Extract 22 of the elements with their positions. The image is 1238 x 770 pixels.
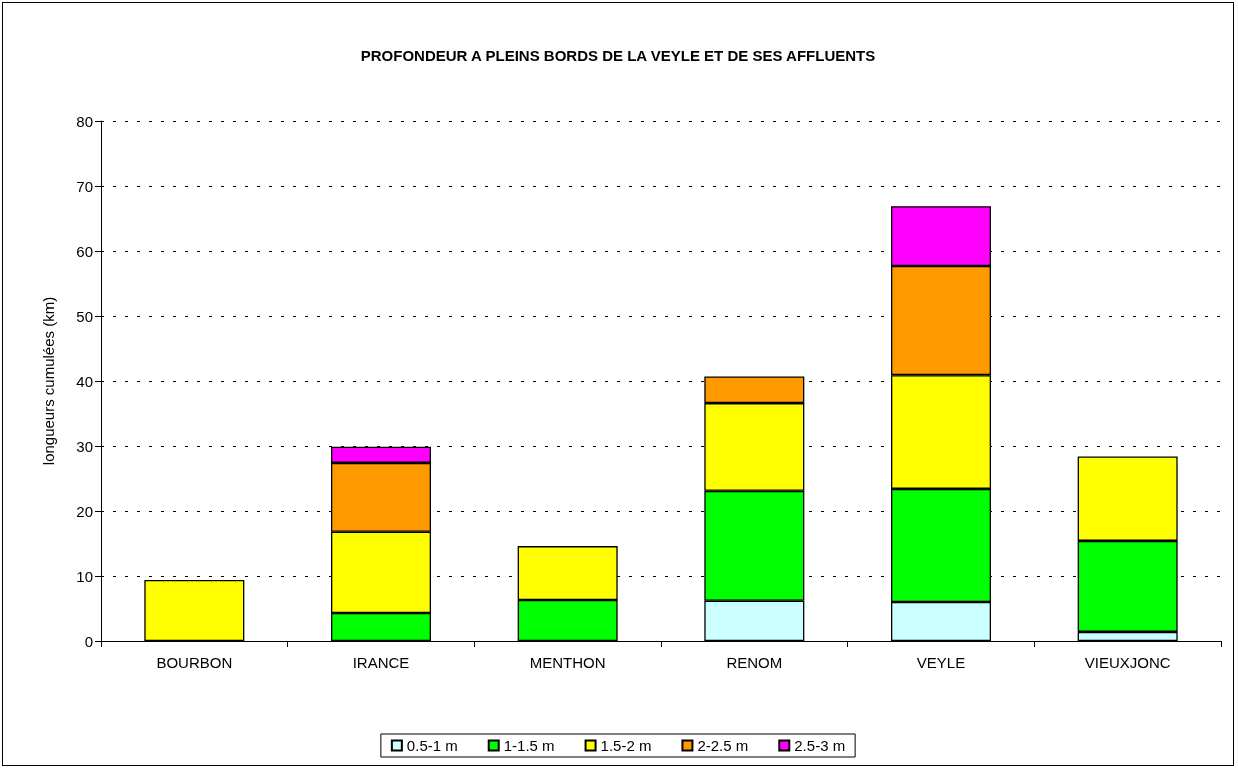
- legend-label: 2-2.5 m: [697, 737, 749, 754]
- x-tick-label: VEYLE: [916, 654, 966, 671]
- x-tick-label: IRANCE: [352, 654, 410, 671]
- legend-label: 0.5-1 m: [406, 737, 458, 754]
- y-tick-label: 40: [76, 372, 93, 390]
- x-tick-label: VIEUXJONC: [1084, 654, 1171, 671]
- y-tick-label: 20: [76, 502, 93, 520]
- legend-label: 2.5-3 m: [794, 737, 846, 754]
- x-tick-label: MENTHON: [529, 654, 606, 671]
- y-tick-label: 60: [76, 242, 93, 260]
- y-axis-title: longueurs cumulées (km): [40, 296, 57, 466]
- x-tick-label: RENOM: [726, 654, 783, 671]
- legend-label: 1.5-2 m: [600, 737, 652, 754]
- y-tick-label: 0: [84, 632, 93, 650]
- y-tick-label: 30: [76, 437, 93, 455]
- y-tick-label: 80: [76, 112, 93, 130]
- y-tick-label: 50: [76, 307, 93, 325]
- chart-title: PROFONDEUR A PLEINS BORDS DE LA VEYLE ET DE SES AFFLUENTS: [360, 47, 876, 64]
- y-tick-label: 70: [76, 177, 93, 195]
- y-tick-label: 10: [76, 567, 93, 585]
- x-tick-label: BOURBON: [156, 654, 233, 671]
- legend-label: 1-1.5 m: [503, 737, 555, 754]
